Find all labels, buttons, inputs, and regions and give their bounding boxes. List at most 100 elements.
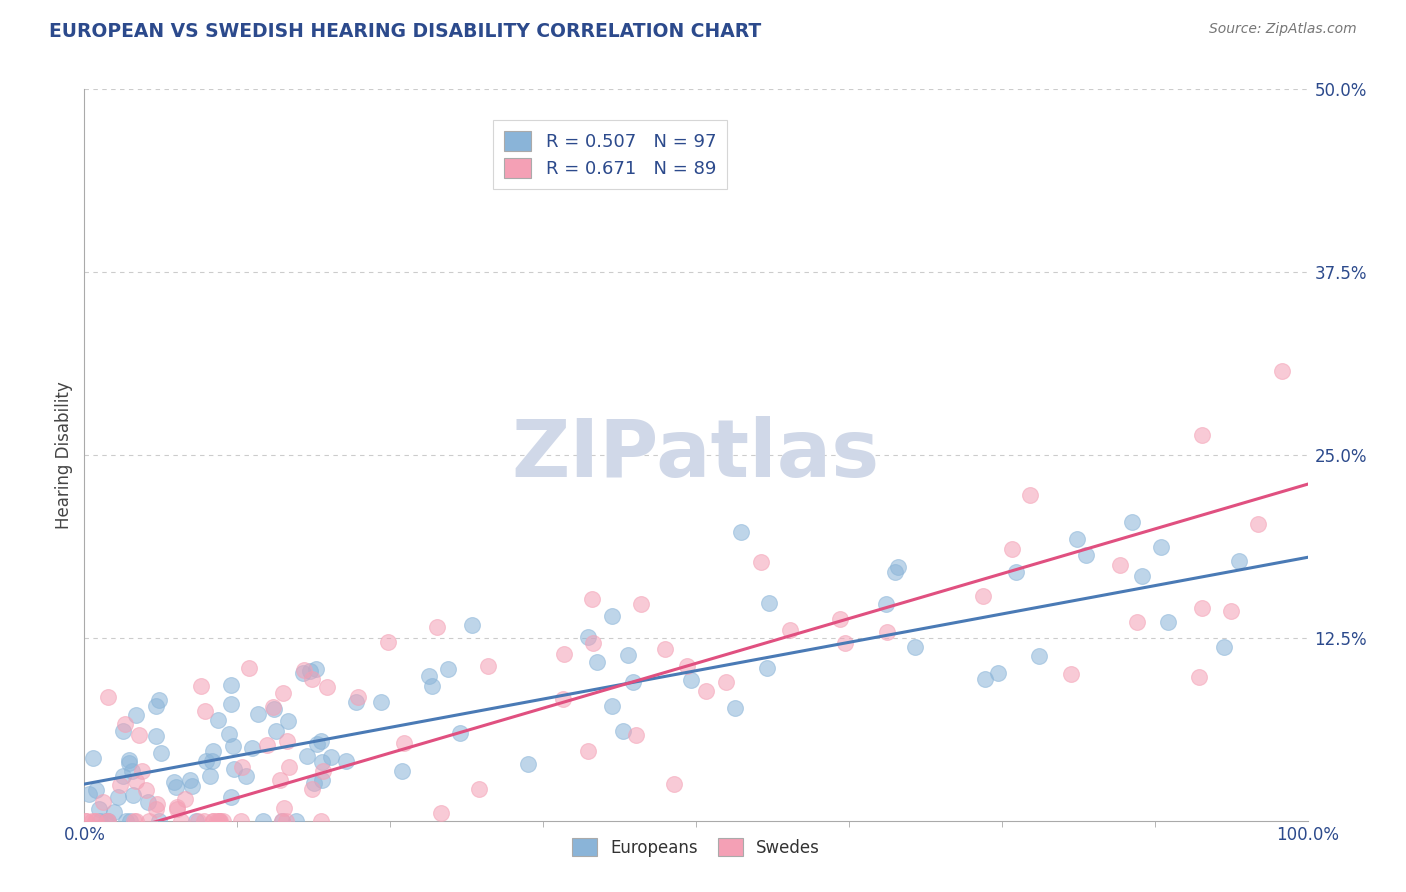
Point [108,778,131,792]
Point [1121,515,1143,529]
Point [319,749,342,764]
Point [437,662,460,676]
Point [75,814,97,828]
Point [1227,554,1250,568]
Point [269,772,291,787]
Point [828,612,851,626]
Point [730,525,752,540]
Point [311,772,333,787]
Point [118,814,141,828]
Point [370,695,392,709]
Point [201,814,224,828]
Point [987,665,1010,680]
Point [94,814,117,828]
Point [174,792,197,806]
Point [429,806,451,821]
Point [200,754,222,768]
Point [477,658,499,673]
Point [1191,601,1213,615]
Point [391,764,413,778]
Point [145,698,167,713]
Point [553,647,575,661]
Point [418,668,440,682]
Point [1130,569,1153,583]
Point [122,814,145,828]
Point [252,814,274,828]
Point [198,768,221,782]
Point [1109,558,1132,572]
Point [714,674,737,689]
Point [136,795,159,809]
Point [695,684,717,698]
Point [148,693,170,707]
Point [166,802,188,816]
Point [163,775,186,789]
Point [111,769,134,783]
Point [190,680,212,694]
Point [602,699,624,714]
Point [222,763,245,777]
Point [581,591,603,606]
Point [301,672,323,686]
Point [229,814,252,828]
Point [170,814,193,828]
Point [121,764,143,779]
Point [1212,640,1234,654]
Point [517,757,540,772]
Point [626,728,648,742]
Point [194,755,217,769]
Point [681,673,703,687]
Point [240,740,263,755]
Point [131,764,153,778]
Point [576,630,599,644]
Point [84,783,107,797]
Point [115,814,138,828]
Point [97,814,120,828]
Point [221,790,243,805]
Point [145,802,167,816]
Point [208,814,231,828]
Point [887,559,910,574]
Point [138,814,160,828]
Point [256,738,278,752]
Point [276,734,298,748]
Point [103,805,125,820]
Point [676,658,699,673]
Point [135,782,157,797]
Point [201,814,224,828]
Point [273,686,295,700]
Point [271,814,294,828]
Point [662,776,685,790]
Point [276,814,298,828]
Point [883,565,905,579]
Point [315,680,337,694]
Point [1271,364,1294,378]
Point [1074,548,1097,562]
Text: EUROPEAN VS SWEDISH HEARING DISABILITY CORRELATION CHART: EUROPEAN VS SWEDISH HEARING DISABILITY C… [49,22,762,41]
Point [621,674,644,689]
Point [449,726,471,740]
Point [273,801,295,815]
Point [231,760,253,774]
Point [235,769,257,783]
Point [551,692,574,706]
Point [1220,604,1243,618]
Point [118,756,141,770]
Point [305,737,328,751]
Point [84,814,107,828]
Point [298,664,321,678]
Point [201,744,224,758]
Legend: Europeans, Swedes: Europeans, Swedes [565,831,827,863]
Point [724,701,747,715]
Point [266,723,288,738]
Point [311,755,333,769]
Point [377,635,399,649]
Point [749,555,772,569]
Point [271,814,294,828]
Point [612,723,634,738]
Point [1188,670,1211,684]
Point [219,697,242,711]
Point [585,655,607,669]
Point [97,690,120,704]
Point [1019,488,1042,502]
